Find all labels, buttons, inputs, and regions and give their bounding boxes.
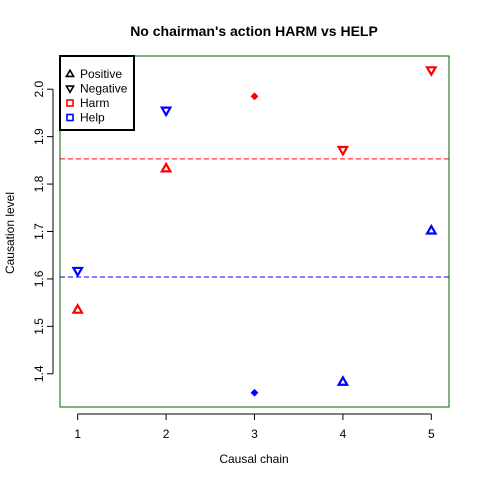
y-axis-title: Causation level — [3, 192, 17, 274]
help-point-chain-3 — [250, 388, 259, 397]
legend-marker-negative — [65, 85, 75, 94]
chart-title: No chairman's action HARM vs HELP — [130, 23, 378, 39]
data-points — [71, 66, 438, 397]
x-axis: 1 2 3 4 5 — [74, 413, 435, 441]
legend-label-negative: Negative — [80, 82, 128, 96]
y-tick-label: 1.7 — [32, 223, 46, 240]
harm-point-chain-5 — [425, 66, 438, 77]
y-tick-label: 1.5 — [32, 318, 46, 335]
y-tick-label: 1.4 — [32, 365, 46, 382]
y-tick-label: 1.9 — [32, 128, 46, 145]
harm-point-chain-2 — [159, 161, 173, 173]
legend-marker-harm — [66, 99, 74, 107]
help-point-chain-2 — [159, 106, 173, 118]
y-tick-label: 1.6 — [32, 270, 46, 287]
help-point-chain-4 — [336, 375, 350, 386]
plot-area — [59, 55, 450, 408]
x-tick-label: 2 — [163, 427, 170, 441]
harm-point-chain-3 — [250, 92, 259, 101]
legend-label-harm: Harm — [80, 96, 109, 110]
y-axis: 1.4 1.5 1.6 1.7 1.8 1.9 2.0 — [32, 81, 54, 382]
y-tick-label: 2.0 — [32, 81, 46, 98]
x-tick-label: 4 — [340, 427, 347, 441]
x-tick-label: 3 — [251, 427, 258, 441]
legend-marker-help — [66, 113, 74, 122]
harm-point-chain-4 — [336, 145, 350, 157]
legend-label-positive: Positive — [80, 67, 122, 81]
reference-lines — [60, 158, 449, 278]
x-tick-label: 1 — [74, 427, 81, 441]
help-point-chain-5 — [425, 223, 438, 235]
help-point-chain-1 — [71, 266, 84, 278]
x-axis-title: Causal chain — [219, 452, 288, 466]
legend-label-help: Help — [80, 111, 105, 125]
harm-point-chain-1 — [71, 303, 84, 314]
y-tick-label: 1.8 — [32, 175, 46, 192]
legend-marker-positive — [65, 68, 75, 78]
x-tick-label: 5 — [428, 427, 435, 441]
